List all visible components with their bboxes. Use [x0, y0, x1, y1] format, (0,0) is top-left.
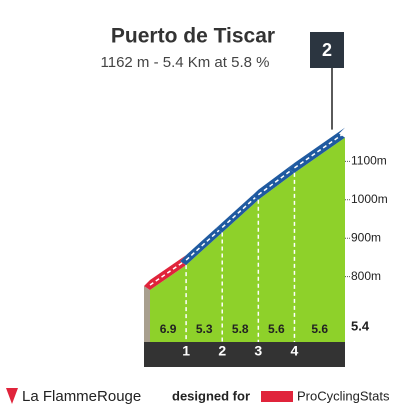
- side-face: [144, 286, 150, 342]
- km-label: 1: [182, 343, 190, 359]
- strip-dash: [294, 131, 346, 169]
- logo-icon: [6, 388, 18, 404]
- gradient-label: 5.3: [196, 322, 213, 336]
- gradient-label: 6.9: [160, 322, 177, 336]
- km-label: 4: [291, 343, 299, 359]
- strip-dash: [221, 194, 259, 228]
- segment-strip: [216, 189, 259, 233]
- segment-strip: [144, 255, 187, 291]
- y-tick-label: 1000m: [351, 192, 388, 206]
- km-label: 2: [218, 343, 226, 359]
- area: [150, 137, 345, 342]
- plot: 800m 900m 1000m 1100m 6.9 5.3 5.8 5.6 5.6 1 2 3 4 5.4: [144, 68, 388, 367]
- pcs-logo: [261, 391, 293, 402]
- badge-label: 2: [322, 40, 332, 60]
- strip-dash: [257, 167, 295, 196]
- km-label: 3: [254, 343, 262, 359]
- footer-designed-for: designed for: [172, 388, 250, 403]
- gradient-label: 5.8: [232, 322, 249, 336]
- y-tick-label: 800m: [351, 269, 381, 283]
- badge: [310, 32, 344, 68]
- strip-dash: [149, 259, 187, 286]
- segment-strip: [180, 222, 223, 266]
- y-tick-label: 900m: [351, 230, 381, 244]
- chart-subtitle: 1162 m - 5.4 Km at 5.8 %: [101, 54, 270, 71]
- footer-brand-right: ProCyclingStats: [297, 388, 390, 403]
- strip-dash: [185, 226, 223, 261]
- footer-brand-left: La FlammeRouge: [22, 388, 141, 405]
- y-tick-label: 1100m: [351, 154, 387, 168]
- gradient-label: 5.6: [268, 322, 285, 336]
- distance-label: 5.4: [351, 318, 370, 333]
- gradient-label: 5.6: [311, 322, 328, 336]
- chart-title: Puerto de Tiscar: [111, 25, 275, 48]
- segment-strip: [252, 162, 295, 200]
- base-band: [144, 342, 345, 367]
